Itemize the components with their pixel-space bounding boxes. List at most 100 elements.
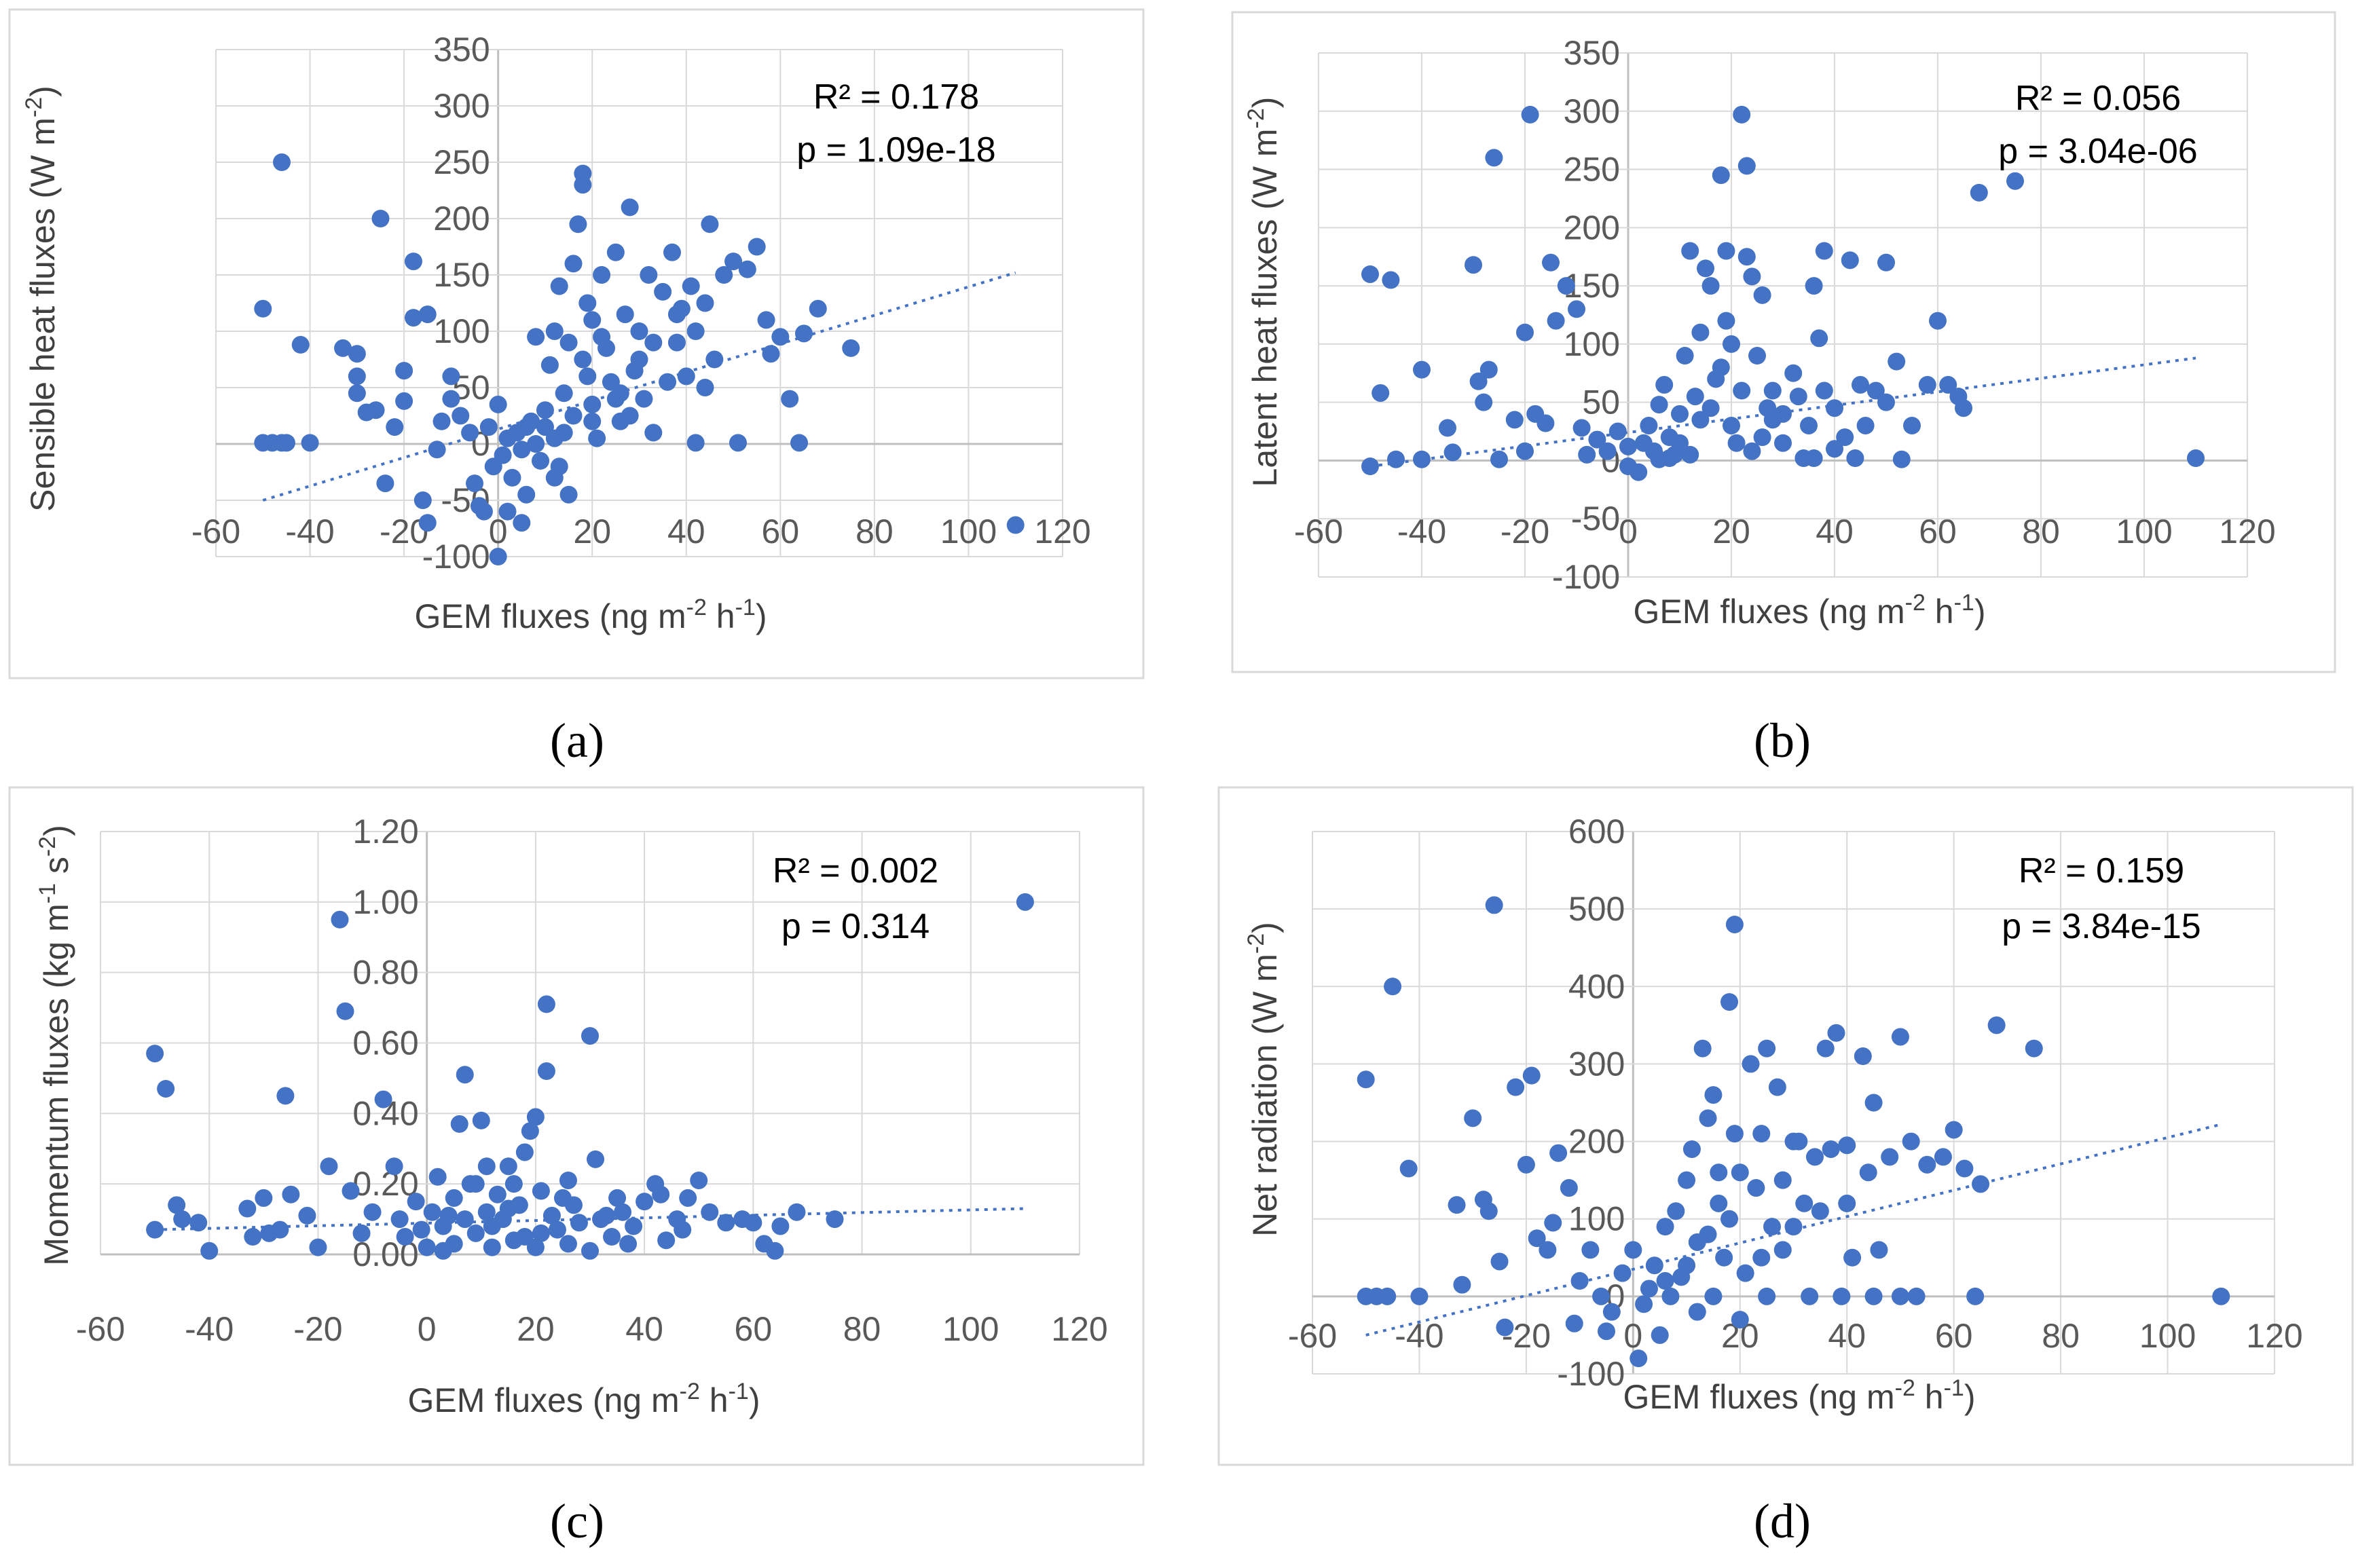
data-point — [1542, 253, 1560, 272]
data-point — [1699, 1109, 1717, 1127]
data-point — [404, 309, 422, 327]
data-point — [1773, 1241, 1792, 1259]
data-point — [407, 1193, 425, 1211]
x-tick-label: 20 — [517, 1310, 555, 1348]
data-point — [1715, 1248, 1733, 1267]
data-point — [1846, 449, 1864, 468]
data-point — [1382, 271, 1400, 289]
x-tick-label: 60 — [735, 1310, 773, 1348]
data-point — [532, 451, 550, 470]
data-point — [301, 434, 319, 452]
panel-caption: (c) — [550, 1494, 604, 1548]
data-point — [545, 468, 564, 487]
y-tick-label: 200 — [1568, 1123, 1625, 1161]
data-point — [499, 1199, 517, 1218]
data-point — [1479, 360, 1498, 379]
data-point — [611, 384, 629, 403]
data-point — [254, 299, 272, 318]
data-point — [1773, 1171, 1792, 1189]
data-point — [1521, 105, 1539, 124]
data-point — [1866, 381, 1885, 400]
y-tick-label: 600 — [1568, 813, 1625, 851]
data-point — [309, 1238, 327, 1256]
x-tick-label: 60 — [762, 512, 800, 550]
data-point — [608, 1189, 627, 1207]
y-tick-label: 100 — [1564, 325, 1620, 363]
y-tick-label: 250 — [433, 143, 490, 181]
data-point — [569, 215, 587, 234]
data-point — [342, 1182, 360, 1200]
data-point — [1387, 450, 1405, 468]
data-point — [418, 305, 437, 324]
data-point — [597, 1206, 616, 1225]
y-axis-label: Sensible heat fluxes (W m-2) — [21, 86, 62, 512]
data-point — [1681, 445, 1699, 464]
data-point — [1619, 458, 1637, 476]
data-point — [526, 1238, 545, 1256]
data-point — [1852, 375, 1869, 394]
data-point — [621, 407, 639, 425]
data-point — [717, 1214, 735, 1232]
data-point — [513, 514, 531, 532]
data-point — [667, 305, 686, 324]
data-point — [499, 1157, 517, 1176]
data-point — [1479, 1202, 1498, 1220]
data-point — [352, 1224, 371, 1242]
data-point — [542, 1206, 561, 1225]
data-point — [475, 502, 493, 521]
x-tick-label: 120 — [1034, 512, 1090, 550]
data-point — [517, 485, 536, 504]
data-point — [517, 418, 536, 436]
data-point — [559, 1235, 577, 1253]
data-point — [1712, 358, 1730, 377]
data-point — [1752, 1248, 1771, 1267]
data-point — [1864, 1094, 1883, 1112]
data-point — [1490, 1252, 1509, 1271]
data-point — [640, 266, 658, 284]
data-point — [439, 1206, 458, 1225]
data-point — [690, 1171, 708, 1189]
data-point — [1699, 1225, 1717, 1244]
x-tick-label: -60 — [191, 512, 240, 550]
data-point — [1815, 381, 1833, 400]
data-point — [603, 1228, 621, 1246]
data-point — [766, 1242, 784, 1260]
data-point — [1485, 896, 1503, 914]
data-point — [434, 1242, 452, 1260]
data-point — [1723, 335, 1740, 353]
data-point — [809, 299, 827, 318]
data-point — [1955, 1159, 1974, 1178]
data-point — [588, 429, 606, 447]
x-tick-label: 80 — [843, 1310, 881, 1348]
data-point — [442, 367, 460, 386]
data-point — [1816, 1039, 1835, 1058]
data-point — [1006, 516, 1025, 534]
data-point — [1742, 1055, 1760, 1073]
data-point — [1598, 442, 1617, 460]
x-tick-label: 100 — [2139, 1317, 2196, 1355]
panel-caption: (a) — [550, 713, 604, 768]
data-point — [1581, 1241, 1600, 1259]
data-point — [494, 446, 512, 464]
x-tick-label: -60 — [1288, 1317, 1337, 1355]
data-point — [1891, 1028, 1909, 1046]
data-point — [331, 910, 349, 929]
data-point — [1743, 267, 1761, 286]
data-point — [1720, 1210, 1739, 1228]
data-point — [157, 1079, 175, 1098]
data-point — [291, 335, 310, 354]
data-point — [1753, 428, 1771, 447]
data-point — [663, 243, 681, 261]
data-point — [1864, 1287, 1883, 1305]
x-tick-label: -40 — [285, 512, 334, 550]
data-point — [574, 176, 592, 194]
data-point — [1888, 352, 1906, 371]
data-point — [513, 441, 531, 459]
data-point — [1453, 1275, 1471, 1294]
data-point — [578, 367, 597, 386]
p-value-label: p = 3.04e-06 — [1998, 132, 2197, 171]
data-point — [1630, 1349, 1648, 1368]
data-point — [1678, 1171, 1696, 1189]
data-point — [1661, 1287, 1680, 1305]
data-point — [428, 1168, 447, 1186]
